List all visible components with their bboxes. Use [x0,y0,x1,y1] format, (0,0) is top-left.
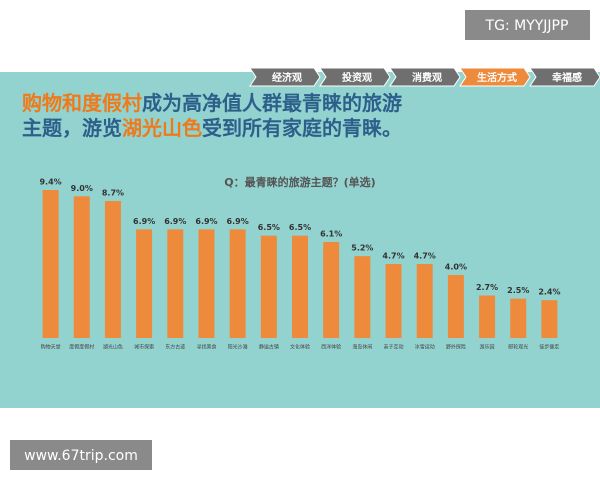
bar [416,264,433,338]
bar [541,300,558,338]
x-tick-label: 海岛休闲 [352,344,372,351]
value-label: 6.9% [164,217,186,226]
headline-text: 成为高净值人群最青睐的旅游 [142,91,402,115]
x-tick-label: 寻找美食 [196,344,216,351]
bar [323,241,340,338]
value-label: 9.0% [71,184,93,193]
value-label: 4.7% [414,252,436,261]
nav-label: 消费观 [412,71,442,84]
site-label: www.67trip.com [24,448,138,464]
nav-tab [459,67,531,87]
chart-title: Q：最青睐的旅游主题？(单选) [224,175,375,189]
value-label: 2.7% [476,283,498,292]
plot: 9.4% 购物天堂 9.0% 度假度假村 8.7% 湖光山色 6.9% 城市探索 6.9% 东方古… [39,178,560,351]
value-label: 8.7% [102,189,124,198]
x-tick-label: 东方古迹 [165,344,185,351]
headline-line: 购物和度假村成为高净值人群最青睐的旅游 [22,91,402,115]
bar [385,264,402,338]
bar [167,229,184,338]
x-tick-label: 游乐园 [480,344,495,351]
x-tick-label: 湖光山色 [103,344,123,351]
nav-label: 投资观 [342,71,372,84]
nav-tab [389,67,461,87]
value-label: 6.9% [133,217,155,226]
value-label: 6.9% [195,217,217,226]
bar [73,196,90,338]
x-tick-label: 冰雪运动 [415,344,435,351]
headline-highlight: 湖光山色 [122,116,202,140]
x-tick-label: 阳光沙滩 [228,344,248,351]
value-label: 4.0% [445,263,467,272]
tag-label: TG: MYYJJPP [485,18,569,34]
headline-text: 主题，游览 [22,116,122,140]
site-box [10,440,152,470]
value-label: 6.1% [320,229,342,238]
x-tick-label: 购物天堂 [41,344,61,351]
value-label: 6.9% [227,217,249,226]
bar [104,201,121,338]
bar [354,256,371,338]
bar [42,190,59,338]
nav-tab [249,67,321,87]
nav-tab [319,67,391,87]
x-tick-label: 西洋体验 [321,344,341,351]
x-tick-label: 亲子互动 [384,344,404,351]
bar [260,235,277,338]
x-tick-label: 静谧古镇 [259,344,279,351]
value-label: 2.5% [507,286,529,295]
x-tick-label: 野外探险 [446,344,466,351]
value-label: 6.5% [258,223,280,232]
x-tick-label: 文化体验 [290,344,310,351]
nav-bar: 经济观 投资观 消费观 生活方式 幸福感 [249,67,600,87]
bar [447,275,464,338]
value-label: 4.7% [382,252,404,261]
bar [510,298,527,338]
bar [198,229,215,338]
nav-label: 生活方式 [477,71,517,84]
bar [479,295,496,338]
nav-label: 经济观 [272,71,302,84]
value-label: 5.2% [351,244,373,253]
headline-highlight: 购物和度假村 [22,91,142,115]
bar [136,229,153,338]
x-tick-label: 邮轮观光 [508,344,528,351]
x-tick-label: 徒步健走 [539,344,559,351]
value-label: 6.5% [289,223,311,232]
tag-box [465,10,590,40]
value-label: 9.4% [39,178,61,187]
nav-tab [529,67,600,87]
headline-line: 主题，游览湖光山色受到所有家庭的青睐。 [22,116,402,140]
x-tick-label: 城市探索 [134,344,154,351]
nav-label: 幸福感 [552,71,582,84]
bar [292,235,308,338]
value-label: 2.4% [538,288,560,297]
x-tick-label: 度假度假村 [69,344,94,351]
headline-text: 受到所有家庭的青睐。 [202,116,402,140]
bar [229,229,246,338]
